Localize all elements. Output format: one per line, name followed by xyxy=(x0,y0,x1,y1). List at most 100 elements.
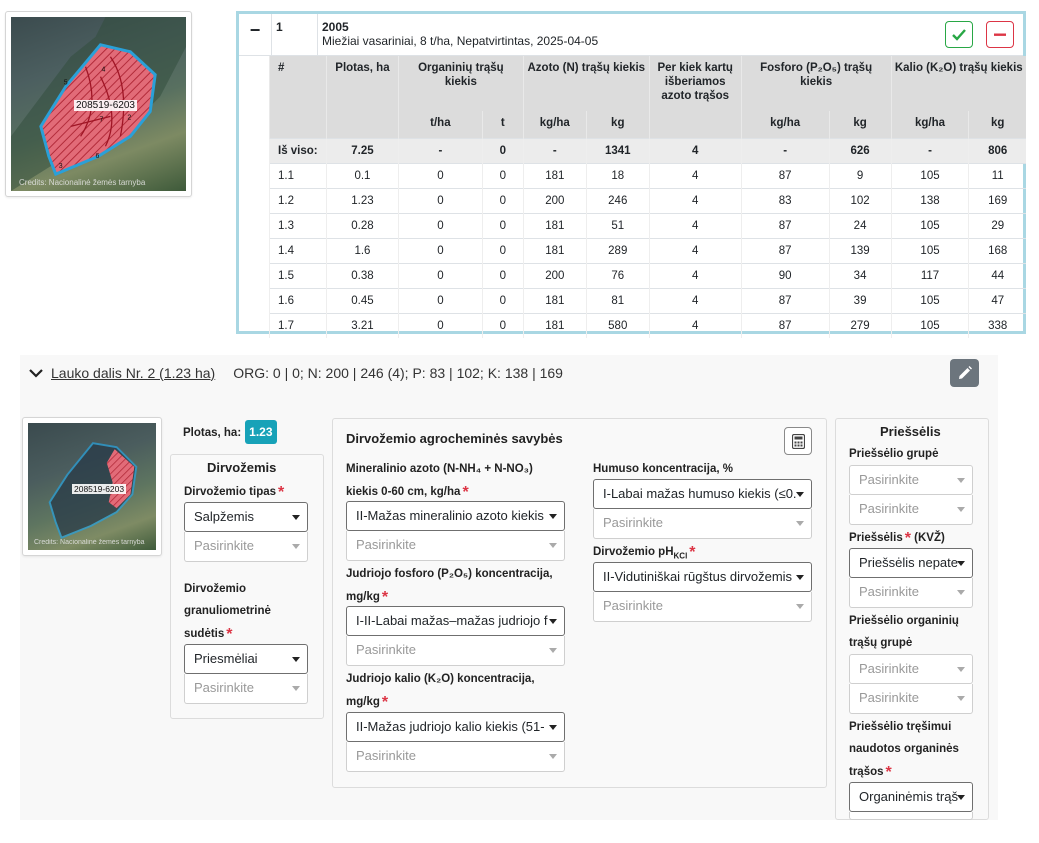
table-row: 1.2 1.23 0 0 200 246 4 83 102 138 169 xyxy=(269,187,1026,213)
soil-granulometry-select[interactable]: Priesmėliai xyxy=(184,644,308,674)
caret-down-icon xyxy=(796,521,804,526)
table-cell: 200 xyxy=(522,262,587,288)
table-cell: 1.5 xyxy=(269,262,327,288)
area-badge: 1.23 xyxy=(245,420,277,444)
table-cell: 0 xyxy=(397,312,483,338)
check-icon xyxy=(952,28,966,41)
unit-header: t xyxy=(481,111,524,138)
plan-year: 2005 xyxy=(322,20,349,34)
table-cell: 105 xyxy=(890,287,969,313)
caret-down-icon xyxy=(957,667,965,672)
table-cell: 102 xyxy=(828,187,892,213)
field-part-header: Lauko dalis Nr. 2 (1.23 ha) ORG: 0 | 0; … xyxy=(20,355,998,390)
field-map-thumbnail[interactable]: 4 5 7 2 6 3 208519-6203 Credits: Naciona… xyxy=(5,11,192,197)
caret-down-icon xyxy=(796,492,804,497)
fertilizer-table: # Plotas, ha Organinių trąšų kiekis Azot… xyxy=(269,56,1026,338)
table-cell: 4 xyxy=(648,262,742,288)
calculator-icon xyxy=(791,433,805,449)
mineral-nitrogen-label: Mineralinio azoto (N-NH₄ + N-NO₃) kiekis … xyxy=(346,463,533,501)
phosphorus-label: Judriojo fosforo (P₂O₅) koncentracija, mg… xyxy=(346,568,553,606)
table-cell: 105 xyxy=(890,312,969,338)
zone-number: 5 xyxy=(64,80,68,87)
humus-select[interactable]: I-Labai mažas humuso kiekis (≤0. xyxy=(593,479,812,509)
table-cell: 0 xyxy=(481,212,524,238)
total-cell: 806 xyxy=(968,137,1026,163)
table-cell: 87 xyxy=(740,237,830,263)
table-cell: 1.1 xyxy=(269,162,327,188)
previous-crop-group-select[interactable]: Pasirinkite xyxy=(849,465,973,495)
table-cell: 139 xyxy=(828,237,892,263)
table-row: 1.7 3.21 0 0 181 580 4 87 279 105 338 xyxy=(269,312,1026,338)
unit-header: kg/ha xyxy=(740,111,830,138)
table-cell: 117 xyxy=(890,262,969,288)
soil-type-select[interactable]: Salpžemis xyxy=(184,502,308,532)
caret-down-icon xyxy=(957,795,965,800)
plan-info: 2005 Miežiai vasariniai, 8 t/ha, Nepatvi… xyxy=(318,14,1023,55)
table-cell: 1.3 xyxy=(269,212,327,238)
zone-number: 3 xyxy=(59,163,63,170)
previous-crop-group-label: Priešsėlio grupė xyxy=(849,448,939,460)
table-row: 1.1 0.1 0 0 181 18 4 87 9 105 11 xyxy=(269,162,1026,188)
table-cell: 34 xyxy=(828,262,892,288)
previous-crop-group-sub-select[interactable]: Pasirinkite xyxy=(849,495,973,525)
map-credit: Credits: Nacionalinė žemės tarnyba xyxy=(19,178,146,187)
potassium-label: Judriojo kalio (K₂O) koncentracija, mg/kg… xyxy=(346,673,535,711)
caret-down-icon xyxy=(957,561,965,566)
mineral-nitrogen-sub-select[interactable]: Pasirinkite xyxy=(346,531,565,561)
edit-button[interactable] xyxy=(950,359,979,387)
soil-subtype-select[interactable]: Pasirinkite xyxy=(184,532,308,562)
required-asterisk: * xyxy=(689,544,696,561)
required-asterisk: * xyxy=(226,626,233,643)
table-cell: 1.7 xyxy=(269,312,327,338)
ph-label: Dirvožemio pHKCl * xyxy=(593,544,696,561)
table-cell: 105 xyxy=(890,212,969,238)
required-asterisk: * xyxy=(381,589,389,606)
table-cell: 9 xyxy=(828,162,892,188)
table-cell: 4 xyxy=(648,187,742,213)
phosphorus-sub-select[interactable]: Pasirinkite xyxy=(346,636,565,666)
previous-crop-select[interactable]: Priešsėlis nepate xyxy=(849,548,973,578)
total-cell: - xyxy=(397,137,483,163)
field-part-summary: ORG: 0 | 0; N: 200 | 246 (4); P: 83 | 10… xyxy=(233,364,563,381)
total-cell: - xyxy=(890,137,969,163)
ph-sub-select[interactable]: Pasirinkite xyxy=(593,592,812,622)
previous-crop-organic-group-sub-select[interactable]: Pasirinkite xyxy=(849,684,973,714)
table-cell: 0 xyxy=(481,237,524,263)
humus-sub-select[interactable]: Pasirinkite xyxy=(593,509,812,539)
table-cell: 0.1 xyxy=(325,162,399,188)
previous-crop-organic-group-select[interactable]: Pasirinkite xyxy=(849,654,973,684)
column-header: # xyxy=(269,56,327,111)
column-header: Per kiek kartų išberiamos azoto trąšos xyxy=(648,56,742,111)
calculator-button[interactable] xyxy=(784,427,812,455)
table-row: 1.6 0.45 0 0 181 81 4 87 39 105 47 xyxy=(269,287,1026,313)
potassium-sub-select[interactable]: Pasirinkite xyxy=(346,742,565,772)
caret-down-icon xyxy=(549,619,557,624)
map-credit: Credits: Nacionalinė žemės tarnyba xyxy=(34,539,145,546)
previous-crop-organic-used-sub-select[interactable] xyxy=(849,812,973,820)
previous-crop-sub-select[interactable]: Pasirinkite xyxy=(849,578,973,608)
column-header: Fosforo (P₂O₅) trąšų kiekis xyxy=(740,56,892,111)
chevron-down-icon[interactable] xyxy=(28,368,44,378)
table-cell: 1.6 xyxy=(325,237,399,263)
approve-button[interactable] xyxy=(945,21,973,48)
field-part-title[interactable]: Lauko dalis Nr. 2 (1.23 ha) xyxy=(51,364,216,381)
remove-button[interactable] xyxy=(986,21,1014,48)
potassium-select[interactable]: II-Mažas judriojo kalio kiekis (51- xyxy=(346,712,565,742)
phosphorus-select[interactable]: I-II-Labai mažas–mažas judriojo f xyxy=(346,606,565,636)
table-cell: 181 xyxy=(522,237,587,263)
collapse-toggle[interactable]: − xyxy=(239,14,272,55)
mineral-nitrogen-select[interactable]: II-Mažas mineralinio azoto kiekis xyxy=(346,501,565,531)
column-header: Azoto (N) trąšų kiekis xyxy=(522,56,650,111)
previous-crop-organic-used-select[interactable]: Organinėmis trąš xyxy=(849,782,973,812)
soil-granulometry-sub-select[interactable]: Pasirinkite xyxy=(184,674,308,704)
table-cell: 1.4 xyxy=(269,237,327,263)
plan-number: 1 xyxy=(272,14,318,55)
table-cell: 0 xyxy=(397,262,483,288)
table-cell: 105 xyxy=(890,162,969,188)
field-part-map-thumbnail[interactable]: 208519-6203 Credits: Nacionalinė žemės t… xyxy=(22,417,162,556)
caret-down-icon xyxy=(796,575,804,580)
table-cell: 0.38 xyxy=(325,262,399,288)
ph-select[interactable]: II-Vidutiniškai rūgštus dirvožemis xyxy=(593,562,812,592)
table-cell: 1.23 xyxy=(325,187,399,213)
previous-crop-label: Priešsėlis * (KVŽ) xyxy=(849,530,945,547)
